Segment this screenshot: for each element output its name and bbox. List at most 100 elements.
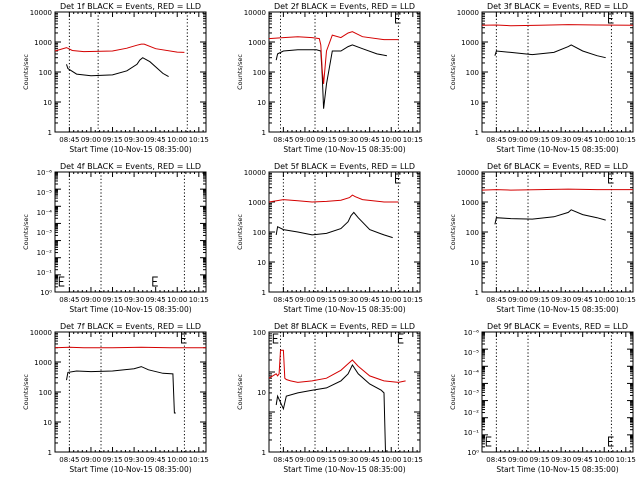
e-marker — [58, 276, 65, 287]
y-tick-label: 1 — [262, 449, 266, 457]
x-tick-label: 09:45 — [146, 456, 166, 464]
x-axis-label: Start Time (10-Nov-15 08:35:00) — [283, 465, 405, 474]
x-tick-label: 10:15 — [616, 136, 636, 144]
series-line-events — [275, 44, 387, 109]
x-tick-label: 10:00 — [381, 136, 401, 144]
plot-frame — [54, 171, 207, 293]
y-tick-label: 1000 — [248, 39, 266, 47]
x-tick-label: 09:00 — [295, 456, 315, 464]
x-tick-label: 10:15 — [189, 136, 209, 144]
y-tick-label: 10 — [43, 419, 52, 427]
plot-frame — [481, 11, 634, 133]
series-line-lld — [268, 194, 399, 203]
x-tick-label: 08:45 — [59, 136, 79, 144]
y-tick-label: 10⁻³ — [464, 389, 480, 397]
series-line-events — [275, 211, 393, 239]
panel-det-3f: Det 3f BLACK = Events, RED = LLD 1 10 100 10… — [449, 2, 636, 154]
panel-title: Det 6f BLACK = Events, RED = LLD — [487, 162, 628, 171]
y-axis-label: Counts/sec — [236, 54, 244, 90]
e-marker — [397, 333, 404, 344]
panel-title: Det 9f BLACK = Events, RED = LLD — [487, 322, 628, 331]
series-line-lld — [54, 43, 185, 53]
x-tick-label: 10:00 — [167, 136, 187, 144]
y-tick-label: 10⁻⁵ — [464, 349, 480, 357]
x-tick-label: 09:15 — [316, 456, 336, 464]
plot-frame — [481, 331, 634, 453]
x-tick-label: 10:00 — [594, 456, 614, 464]
x-tick-label: 08:45 — [273, 456, 293, 464]
x-tick-label: 10:15 — [616, 456, 636, 464]
y-axis-label: Counts/sec — [22, 214, 30, 250]
x-tick-label: 09:15 — [316, 296, 336, 304]
y-tick-label: 1 — [475, 129, 479, 137]
x-tick-label: 09:15 — [102, 136, 122, 144]
x-tick-label: 09:15 — [529, 456, 549, 464]
x-tick-label: 09:45 — [573, 136, 593, 144]
series-line-events — [275, 363, 387, 453]
series-line-lld — [268, 31, 399, 84]
e-marker — [608, 13, 614, 24]
x-tick-label: 09:45 — [146, 136, 166, 144]
y-tick-label: 100 — [466, 229, 479, 237]
y-tick-label: 10000 — [457, 169, 479, 177]
x-tick-label: 09:00 — [295, 136, 315, 144]
y-tick-label: 10 — [470, 99, 479, 107]
x-tick-label: 09:00 — [508, 296, 528, 304]
y-axis-label: Counts/sec — [22, 54, 30, 90]
y-tick-label: 10⁻⁴ — [464, 369, 480, 377]
x-tick-label: 10:15 — [403, 456, 423, 464]
y-tick-label: 10⁻⁵ — [37, 189, 53, 197]
y-tick-label: 10⁰ — [40, 289, 52, 297]
x-tick-label: 08:45 — [273, 296, 293, 304]
e-marker — [608, 173, 614, 184]
y-axis-label: Counts/sec — [449, 54, 457, 90]
panel-title: Det 3f BLACK = Events, RED = LLD — [487, 2, 628, 11]
y-tick-label: 1 — [48, 129, 52, 137]
x-tick-label: 10:15 — [189, 456, 209, 464]
x-tick-label: 09:00 — [81, 456, 101, 464]
series-line-events — [494, 44, 606, 59]
y-axis-label: Counts/sec — [449, 214, 457, 250]
y-tick-label: 1000 — [461, 39, 479, 47]
y-axis-label: Counts/sec — [236, 374, 244, 410]
x-axis-label: Start Time (10-Nov-15 08:35:00) — [69, 145, 191, 154]
y-tick-label: 10⁻² — [464, 409, 480, 417]
x-tick-label: 09:30 — [338, 296, 358, 304]
y-tick-label: 10 — [257, 389, 266, 397]
y-tick-label: 1 — [48, 449, 52, 457]
x-tick-label: 08:45 — [486, 136, 506, 144]
x-tick-label: 09:30 — [338, 456, 358, 464]
x-axis-label: Start Time (10-Nov-15 08:35:00) — [283, 145, 405, 154]
series-line-lld — [481, 24, 634, 27]
panel-det-6f: Det 6f BLACK = Events, RED = LLD 1 10 100 10… — [449, 162, 636, 314]
y-axis-label: Counts/sec — [236, 214, 244, 250]
x-tick-label: 09:30 — [338, 136, 358, 144]
panel-title: Det 4f BLACK = Events, RED = LLD — [60, 162, 201, 171]
x-tick-label: 10:15 — [403, 136, 423, 144]
y-tick-label: 100 — [466, 69, 479, 77]
y-tick-label: 10⁻¹ — [464, 429, 480, 437]
panel-det-2f: Det 2f BLACK = Events, RED = LLD 1 10 100 10… — [236, 2, 423, 154]
x-tick-label: 10:00 — [594, 136, 614, 144]
e-marker — [395, 173, 401, 184]
panel-det-9f: Det 9f BLACK = Events, RED = LLD 10⁰ 10⁻¹ 1… — [449, 322, 636, 474]
e-marker — [395, 13, 401, 24]
series-line-events — [66, 366, 176, 414]
series-line-events — [66, 57, 169, 78]
x-tick-label: 09:30 — [551, 296, 571, 304]
y-tick-label: 10000 — [30, 9, 52, 17]
panel-title: Det 7f BLACK = Events, RED = LLD — [60, 322, 201, 331]
y-tick-label: 10⁻⁶ — [464, 329, 480, 337]
y-tick-label: 100 — [253, 229, 266, 237]
y-tick-label: 1 — [262, 289, 266, 297]
x-tick-label: 09:45 — [573, 456, 593, 464]
y-tick-label: 10000 — [244, 169, 266, 177]
x-tick-label: 09:15 — [529, 136, 549, 144]
x-axis-label: Start Time (10-Nov-15 08:35:00) — [496, 305, 618, 314]
x-axis-label: Start Time (10-Nov-15 08:35:00) — [69, 305, 191, 314]
x-tick-label: 09:30 — [124, 136, 144, 144]
y-tick-label: 10⁻¹ — [37, 269, 53, 277]
panel-title: Det 5f BLACK = Events, RED = LLD — [274, 162, 415, 171]
y-axis-label: Counts/sec — [449, 374, 457, 410]
